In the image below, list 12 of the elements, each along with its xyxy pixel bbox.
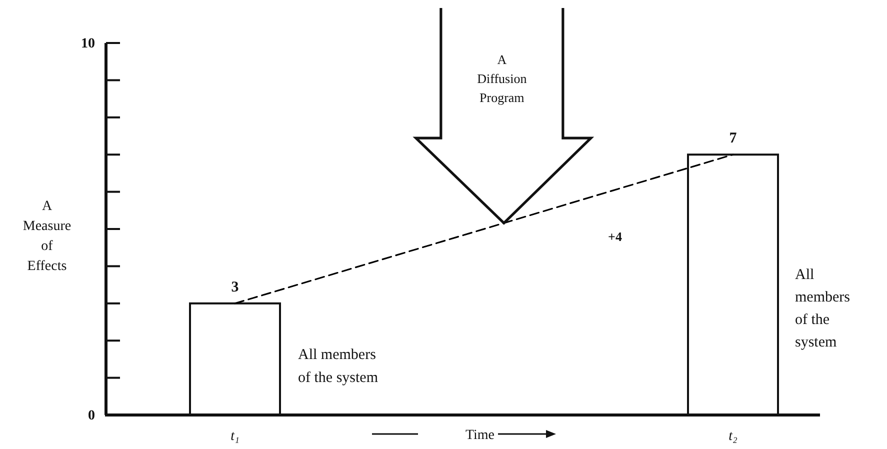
x-tick-label: t₁	[230, 429, 240, 444]
annotation: A Diffusion Program	[477, 52, 528, 105]
annotation: All members of the system	[298, 347, 378, 386]
y-axis-title: A Measure of Effects	[22, 199, 72, 274]
annotation: All members of the system	[795, 267, 850, 350]
data-label: 3	[231, 279, 239, 296]
x-axis-title: Time	[465, 428, 495, 443]
data-label: 7	[729, 130, 738, 147]
y-tick-label: 10	[81, 36, 95, 52]
annotation: +4	[608, 229, 622, 244]
x-tick-label: t₂	[728, 429, 738, 444]
y-tick-label: 0	[88, 408, 95, 424]
